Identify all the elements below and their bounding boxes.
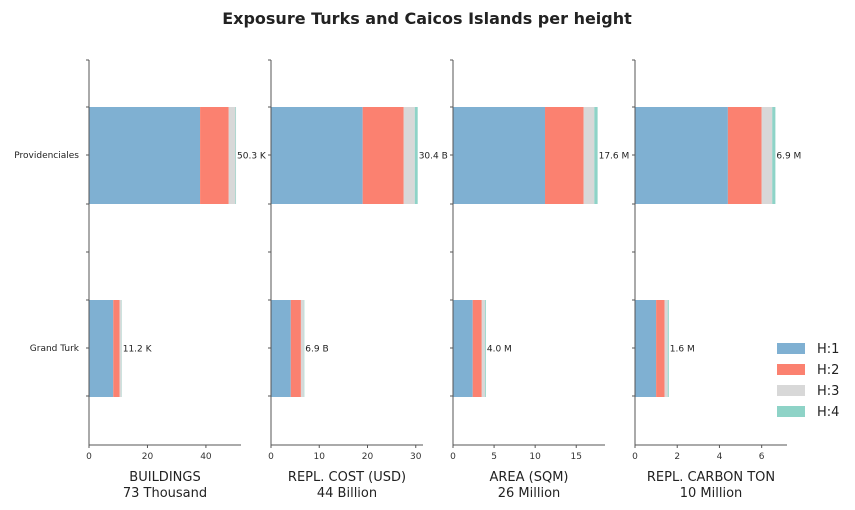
bar-grand-turk-h1 <box>271 300 291 397</box>
x-tick-label: 30 <box>410 452 422 462</box>
bar-grand-turk-h4 <box>485 300 486 397</box>
bar-grand-turk-h1 <box>453 300 473 397</box>
bar-grand-turk-h3 <box>664 300 668 397</box>
x-axis-title: AREA (SQM) <box>489 470 568 485</box>
bar-grand-turk-h2 <box>472 300 482 397</box>
value-label: 11.2 K <box>123 345 153 355</box>
value-label: 50.3 K <box>237 152 267 162</box>
bar-grand-turk-h2 <box>656 300 665 397</box>
legend-swatch-h1 <box>777 343 805 354</box>
bar-providenciales-h4 <box>235 107 237 204</box>
bar-providenciales-h4 <box>594 107 598 204</box>
bar-providenciales-h3 <box>583 107 595 204</box>
x-tick-label: 0 <box>86 452 92 462</box>
category-label: Grand Turk <box>30 344 80 354</box>
bar-providenciales-h4 <box>414 107 418 204</box>
legend-label: H:1 <box>817 342 839 357</box>
bar-providenciales-h1 <box>271 107 363 204</box>
bar-providenciales-h3 <box>228 107 236 204</box>
x-tick-label: 15 <box>571 452 582 462</box>
x-axis-total: 26 Million <box>498 486 561 501</box>
bar-grand-turk-h3 <box>119 300 122 397</box>
x-axis-title: REPL. CARBON TON <box>647 470 775 485</box>
bar-grand-turk-h2 <box>290 300 301 397</box>
legend-label: H:3 <box>817 384 839 399</box>
bar-providenciales-h2 <box>727 107 762 204</box>
legend-swatch-h4 <box>777 406 805 417</box>
value-label: 6.9 B <box>305 345 328 355</box>
bar-grand-turk-h3 <box>300 300 304 397</box>
chart-legend: H:1 H:2 H:3 H:4 <box>777 342 839 420</box>
category-label: Providenciales <box>14 151 79 161</box>
x-tick-label: 4 <box>717 452 723 462</box>
x-axis-title: REPL. COST (USD) <box>288 470 406 485</box>
x-tick-label: 20 <box>142 452 154 462</box>
x-tick-label: 10 <box>529 452 541 462</box>
x-axis-total: 73 Thousand <box>123 486 207 501</box>
bar-providenciales-h1 <box>453 107 546 204</box>
x-tick-label: 20 <box>362 452 374 462</box>
bar-grand-turk-h4 <box>667 300 669 397</box>
bar-grand-turk-h1 <box>635 300 657 397</box>
bar-providenciales-h2 <box>200 107 229 204</box>
legend-label: H:2 <box>817 363 839 378</box>
x-tick-label: 0 <box>268 452 274 462</box>
bar-providenciales-h4 <box>772 107 776 204</box>
chart-title: Exposure Turks and Caicos Islands per he… <box>222 9 632 28</box>
bar-providenciales-h3 <box>761 107 773 204</box>
legend-swatch-h3 <box>777 385 805 396</box>
legend-label: H:4 <box>817 405 839 420</box>
value-label: 30.4 B <box>419 152 448 162</box>
panel-2: 30.4 B 6.9 B 0 10 20 30 REPL. COST (USD)44 Bil… <box>268 59 448 501</box>
bar-grand-turk-h1 <box>89 300 114 397</box>
x-axis-total: 44 Billion <box>317 486 377 501</box>
value-label: 1.6 M <box>670 345 695 355</box>
x-tick-label: 40 <box>200 452 212 462</box>
x-tick-label: 6 <box>759 452 765 462</box>
legend-swatch-h2 <box>777 364 805 375</box>
x-axis-total: 10 Million <box>680 486 743 501</box>
x-tick-label: 2 <box>674 452 680 462</box>
value-label: 17.6 M <box>599 152 630 162</box>
bar-providenciales-h1 <box>635 107 728 204</box>
bar-providenciales-h2 <box>545 107 584 204</box>
x-axis-title: BUILDINGS <box>129 470 200 485</box>
value-label: 4.0 M <box>487 345 512 355</box>
x-tick-label: 5 <box>491 452 497 462</box>
bar-grand-turk-h2 <box>113 300 120 397</box>
bar-providenciales-h1 <box>89 107 201 204</box>
x-tick-label: 0 <box>450 452 456 462</box>
bar-grand-turk-h3 <box>481 300 486 397</box>
x-tick-label: 0 <box>632 452 638 462</box>
value-label: 6.9 M <box>776 152 801 162</box>
bar-providenciales-h3 <box>403 107 415 204</box>
x-tick-label: 10 <box>314 452 326 462</box>
bar-providenciales-h2 <box>362 107 404 204</box>
